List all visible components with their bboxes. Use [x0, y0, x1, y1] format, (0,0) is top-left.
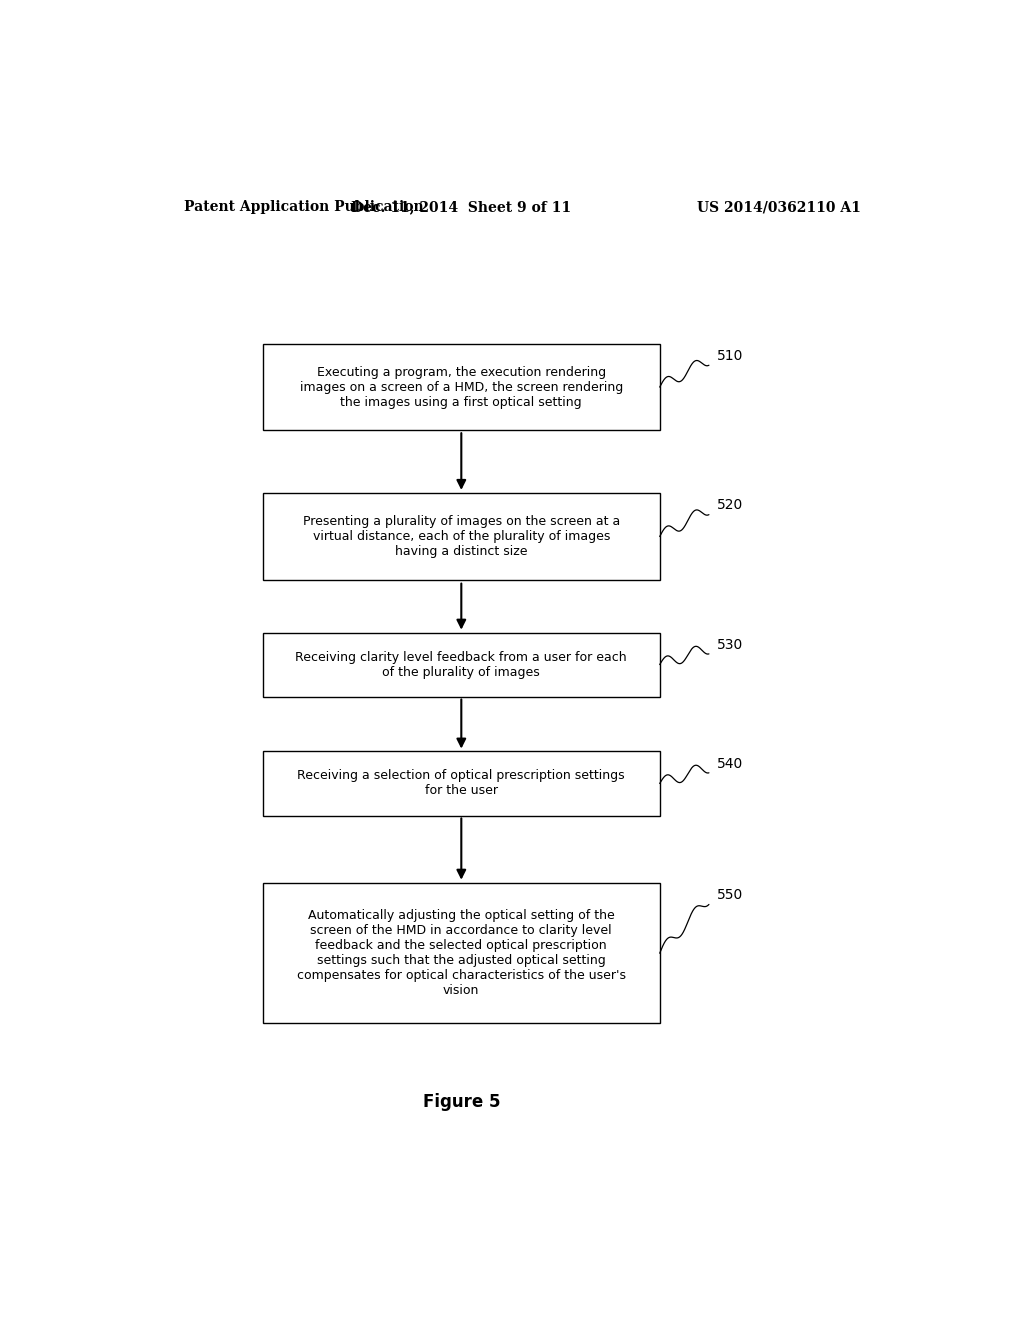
FancyBboxPatch shape [263, 632, 659, 697]
Text: 520: 520 [717, 499, 743, 512]
FancyBboxPatch shape [263, 751, 659, 816]
FancyBboxPatch shape [263, 883, 659, 1023]
FancyBboxPatch shape [263, 494, 659, 579]
Text: 510: 510 [717, 348, 743, 363]
Text: Executing a program, the execution rendering
images on a screen of a HMD, the sc: Executing a program, the execution rende… [300, 366, 623, 409]
Text: 530: 530 [717, 638, 743, 652]
Text: Patent Application Publication: Patent Application Publication [183, 201, 423, 214]
Text: 550: 550 [717, 888, 743, 902]
Text: Receiving clarity level feedback from a user for each
of the plurality of images: Receiving clarity level feedback from a … [296, 651, 627, 678]
Text: Figure 5: Figure 5 [423, 1093, 500, 1110]
FancyBboxPatch shape [263, 345, 659, 430]
Text: Dec. 11, 2014  Sheet 9 of 11: Dec. 11, 2014 Sheet 9 of 11 [351, 201, 571, 214]
Text: Presenting a plurality of images on the screen at a
virtual distance, each of th: Presenting a plurality of images on the … [303, 515, 620, 558]
Text: Automatically adjusting the optical setting of the
screen of the HMD in accordan: Automatically adjusting the optical sett… [297, 909, 626, 997]
Text: Receiving a selection of optical prescription settings
for the user: Receiving a selection of optical prescri… [298, 770, 625, 797]
Text: 540: 540 [717, 756, 743, 771]
Text: US 2014/0362110 A1: US 2014/0362110 A1 [696, 201, 861, 214]
